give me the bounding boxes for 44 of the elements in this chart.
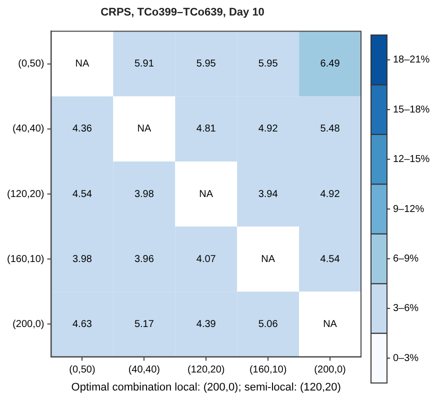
data-label: 4.92 xyxy=(258,124,278,135)
data-label: 5.48 xyxy=(320,124,340,135)
data-label: 3.98 xyxy=(72,254,92,265)
data-label: 4.54 xyxy=(320,254,340,265)
data-label: 3.94 xyxy=(258,188,278,200)
data-label: 5.06 xyxy=(258,318,278,330)
data-label: 6.49 xyxy=(320,58,340,70)
text: NA xyxy=(261,254,276,265)
data-label: 5.91 xyxy=(134,58,154,70)
x-tick-label: (40,40) xyxy=(128,364,160,376)
data-label: 4.07 xyxy=(196,254,216,265)
text: NA xyxy=(137,124,152,135)
data-label: 4.54 xyxy=(72,188,92,200)
data-label: 5.95 xyxy=(196,58,216,70)
x-tick-label: (200,0) xyxy=(314,364,346,376)
data-label: 3.96 xyxy=(134,254,154,265)
x-tick-label: (120,20) xyxy=(188,364,225,376)
text: NA xyxy=(75,58,90,70)
chart-title: CRPS, TCo399–TCo639, Day 10 xyxy=(100,6,264,19)
text: NA xyxy=(323,318,337,330)
color-bar-label: 18–21% xyxy=(393,54,430,66)
data-label: 5.17 xyxy=(134,318,154,330)
x-tick-label: (0,50) xyxy=(69,364,96,376)
data-label: 4.92 xyxy=(320,188,340,200)
color-bar-label: 15–18% xyxy=(393,104,430,116)
color-bar-label: 6–9% xyxy=(393,253,419,264)
data-label: 5.95 xyxy=(258,58,278,70)
y-tick-label: (40,40) xyxy=(12,124,44,135)
x-tick-label: (160,10) xyxy=(249,364,287,376)
color-bar-label: 9–12% xyxy=(393,204,424,215)
data-label: 4.81 xyxy=(196,124,216,135)
y-tick-label: (120,20) xyxy=(6,188,44,200)
y-tick-label: (200,0) xyxy=(12,318,44,330)
data-label: 4.63 xyxy=(72,318,92,330)
data-label: 4.36 xyxy=(72,124,92,135)
color-bar-label: 0–3% xyxy=(393,352,419,364)
color-bar-label: 12–15% xyxy=(393,154,430,166)
color-bar-label: 3–6% xyxy=(393,303,419,314)
data-label: 3.98 xyxy=(134,188,154,200)
text: NA xyxy=(199,188,214,200)
y-tick-label: (160,10) xyxy=(6,254,44,265)
x-axis-title: Optimal combination local: (200,0); semi-local: (120,20) xyxy=(71,381,341,394)
data-label: 4.39 xyxy=(196,318,216,330)
y-tick-label: (0,50) xyxy=(18,58,44,70)
